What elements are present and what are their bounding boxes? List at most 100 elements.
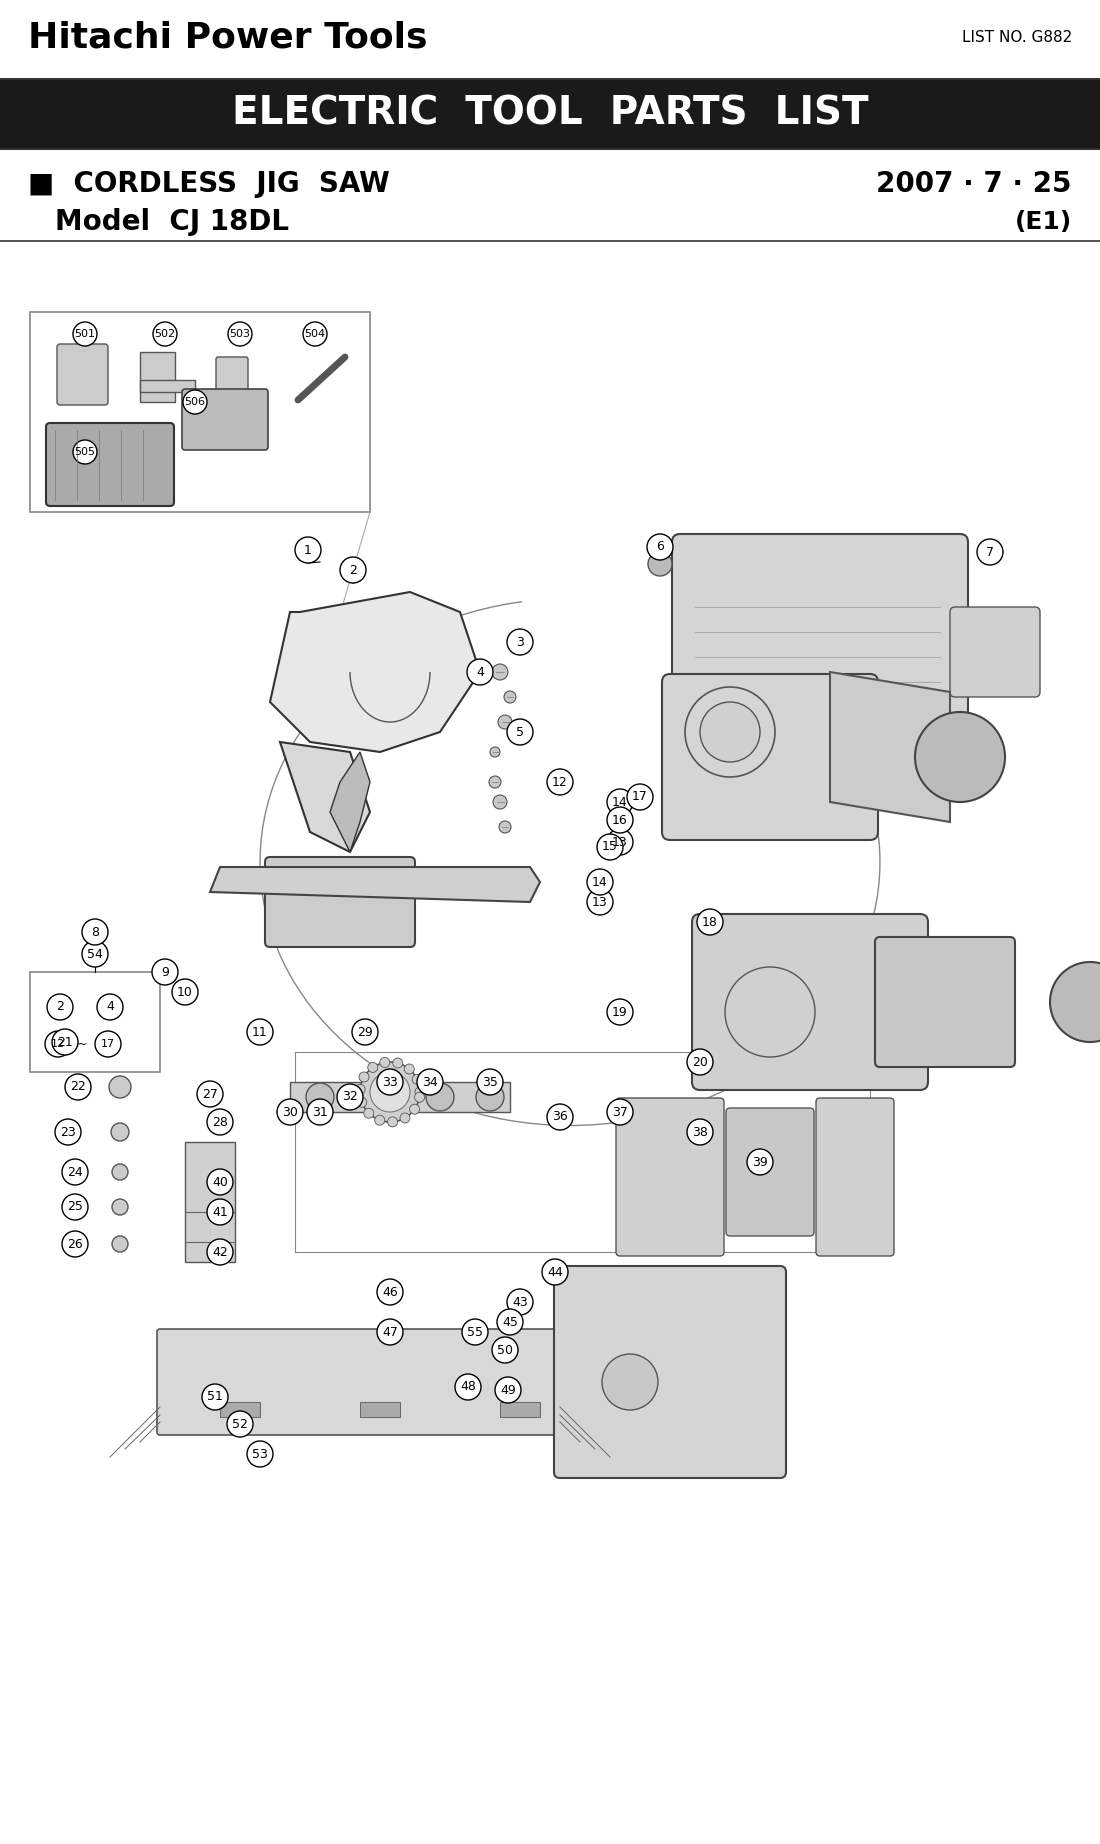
Text: 16: 16 (612, 813, 628, 826)
Text: 21: 21 (57, 1036, 73, 1049)
Text: LIST NO. G882: LIST NO. G882 (961, 31, 1072, 46)
Text: 504: 504 (305, 328, 326, 339)
Circle shape (648, 551, 672, 575)
Text: 47: 47 (382, 1326, 398, 1339)
Circle shape (367, 1062, 377, 1073)
Bar (290, 1082, 510, 1112)
Circle shape (607, 808, 632, 833)
Text: 6: 6 (656, 540, 664, 553)
Text: 39: 39 (752, 1156, 768, 1169)
FancyBboxPatch shape (616, 1097, 724, 1256)
Text: 32: 32 (342, 1090, 358, 1103)
Circle shape (409, 1105, 419, 1114)
Circle shape (499, 821, 512, 833)
FancyBboxPatch shape (265, 857, 415, 948)
Circle shape (227, 1411, 253, 1436)
Circle shape (110, 1033, 130, 1051)
FancyBboxPatch shape (57, 345, 108, 406)
Circle shape (340, 557, 366, 583)
Circle shape (73, 441, 97, 465)
Text: 45: 45 (502, 1315, 518, 1328)
Text: 36: 36 (552, 1110, 568, 1123)
FancyBboxPatch shape (216, 358, 248, 398)
Circle shape (97, 994, 123, 1020)
Circle shape (52, 1029, 78, 1055)
Bar (30, 972, 159, 1071)
Text: 42: 42 (212, 1245, 228, 1258)
Bar (30, 312, 370, 513)
Circle shape (207, 1169, 233, 1195)
Circle shape (725, 966, 815, 1057)
Circle shape (647, 535, 673, 561)
FancyBboxPatch shape (157, 1330, 563, 1435)
Circle shape (307, 1099, 333, 1125)
Bar (0, 79, 1100, 148)
Circle shape (295, 537, 321, 562)
Text: 4: 4 (106, 1001, 114, 1014)
Circle shape (356, 1097, 366, 1106)
Bar (360, 1401, 400, 1416)
Bar (140, 352, 175, 402)
Circle shape (688, 1049, 713, 1075)
Bar (0, 242, 1100, 1844)
Circle shape (462, 1318, 488, 1344)
FancyBboxPatch shape (726, 1108, 814, 1235)
Circle shape (377, 1318, 403, 1344)
Circle shape (248, 1020, 273, 1046)
Circle shape (607, 789, 632, 815)
Circle shape (112, 1199, 128, 1215)
Circle shape (498, 715, 512, 728)
Circle shape (468, 658, 493, 684)
Circle shape (597, 833, 623, 859)
Circle shape (359, 1071, 369, 1082)
Circle shape (375, 1116, 385, 1125)
Circle shape (507, 719, 534, 745)
Text: 15: 15 (602, 841, 618, 854)
Text: 31: 31 (312, 1106, 328, 1119)
Circle shape (587, 889, 613, 915)
Circle shape (497, 1309, 522, 1335)
Circle shape (277, 1099, 302, 1125)
Circle shape (547, 1105, 573, 1130)
Text: 9: 9 (161, 966, 169, 979)
Circle shape (915, 712, 1005, 802)
Text: 41: 41 (212, 1206, 228, 1219)
Circle shape (65, 1073, 91, 1101)
Circle shape (587, 869, 613, 894)
Circle shape (82, 940, 108, 966)
Text: 13: 13 (612, 835, 628, 848)
Text: 506: 506 (185, 396, 206, 408)
Polygon shape (830, 671, 950, 822)
Bar (185, 1141, 235, 1261)
Circle shape (379, 1057, 389, 1068)
Text: 10: 10 (177, 985, 192, 998)
Text: 11: 11 (252, 1025, 268, 1038)
Circle shape (228, 323, 252, 347)
Text: 20: 20 (692, 1055, 708, 1068)
Text: 44: 44 (547, 1265, 563, 1278)
Circle shape (490, 776, 500, 787)
Bar (500, 1401, 540, 1416)
Text: 12: 12 (51, 1038, 65, 1049)
Circle shape (377, 1280, 403, 1306)
Circle shape (697, 909, 723, 935)
FancyBboxPatch shape (816, 1097, 894, 1256)
Bar (0, 148, 1100, 149)
Circle shape (393, 1058, 403, 1068)
Circle shape (172, 979, 198, 1005)
Text: 51: 51 (207, 1390, 223, 1403)
Text: 43: 43 (513, 1296, 528, 1309)
Text: 501: 501 (75, 328, 96, 339)
Circle shape (492, 664, 508, 680)
Text: 23: 23 (60, 1125, 76, 1138)
Circle shape (607, 830, 632, 856)
Circle shape (477, 1070, 503, 1095)
Text: 4: 4 (476, 666, 484, 679)
Circle shape (607, 999, 632, 1025)
Text: 55: 55 (468, 1326, 483, 1339)
Text: 54: 54 (87, 948, 103, 961)
Text: 22: 22 (70, 1081, 86, 1093)
Circle shape (112, 1235, 128, 1252)
Text: 7: 7 (986, 546, 994, 559)
Text: Hitachi Power Tools: Hitachi Power Tools (28, 20, 428, 55)
